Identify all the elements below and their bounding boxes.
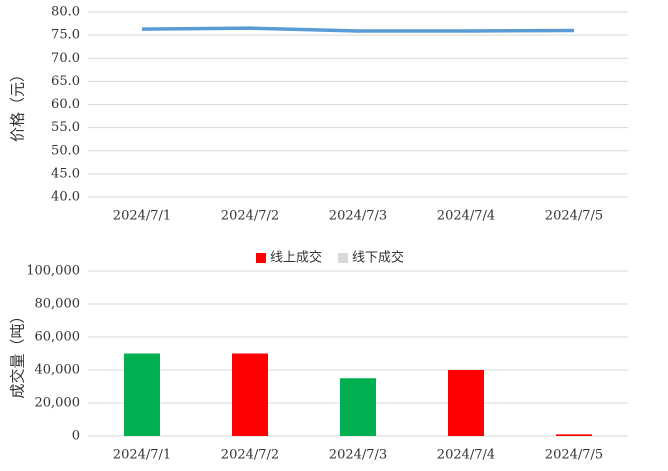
bar xyxy=(448,370,484,436)
y-tick-label: 20,000 xyxy=(35,396,81,411)
line-series xyxy=(141,26,575,33)
y-tick-label: 80,000 xyxy=(35,297,81,312)
y-tick-label: 0 xyxy=(72,429,80,444)
y-tick-label: 40.0 xyxy=(51,190,80,205)
legend-label: 线上成交 xyxy=(270,250,322,266)
y-tick-label: 55.0 xyxy=(51,120,80,135)
y-tick-label: 70.0 xyxy=(51,51,80,66)
y-tick-label: 100,000 xyxy=(26,264,80,279)
bar xyxy=(556,434,592,436)
x-tick-label: 2024/7/2 xyxy=(221,209,279,224)
bar xyxy=(124,353,160,436)
y-axis-title: 价格（元） xyxy=(9,67,27,142)
legend-swatch xyxy=(256,253,266,263)
y-tick-label: 80.0 xyxy=(51,5,80,20)
y-tick-label: 60.0 xyxy=(51,97,80,112)
y-tick-label: 50.0 xyxy=(51,143,80,158)
bar xyxy=(232,353,268,436)
x-tick-label: 2024/7/2 xyxy=(221,448,279,463)
legend-swatch xyxy=(338,253,348,263)
x-tick-label: 2024/7/4 xyxy=(437,209,495,224)
y-tick-label: 45.0 xyxy=(51,166,80,181)
x-tick-label: 2024/7/4 xyxy=(437,448,495,463)
x-tick-label: 2024/7/3 xyxy=(329,448,387,463)
legend-label: 线下成交 xyxy=(352,250,404,266)
y-tick-label: 65.0 xyxy=(51,74,80,89)
y-tick-label: 75.0 xyxy=(51,28,80,43)
y-axis-title: 成交量（吨） xyxy=(9,308,27,398)
y-tick-label: 60,000 xyxy=(35,330,81,345)
bar xyxy=(340,378,376,436)
x-tick-label: 2024/7/1 xyxy=(113,448,171,463)
x-tick-label: 2024/7/3 xyxy=(329,209,387,224)
y-tick-label: 40,000 xyxy=(35,363,81,378)
x-tick-label: 2024/7/5 xyxy=(545,209,603,224)
x-tick-label: 2024/7/1 xyxy=(113,209,171,224)
x-tick-label: 2024/7/5 xyxy=(545,448,603,463)
